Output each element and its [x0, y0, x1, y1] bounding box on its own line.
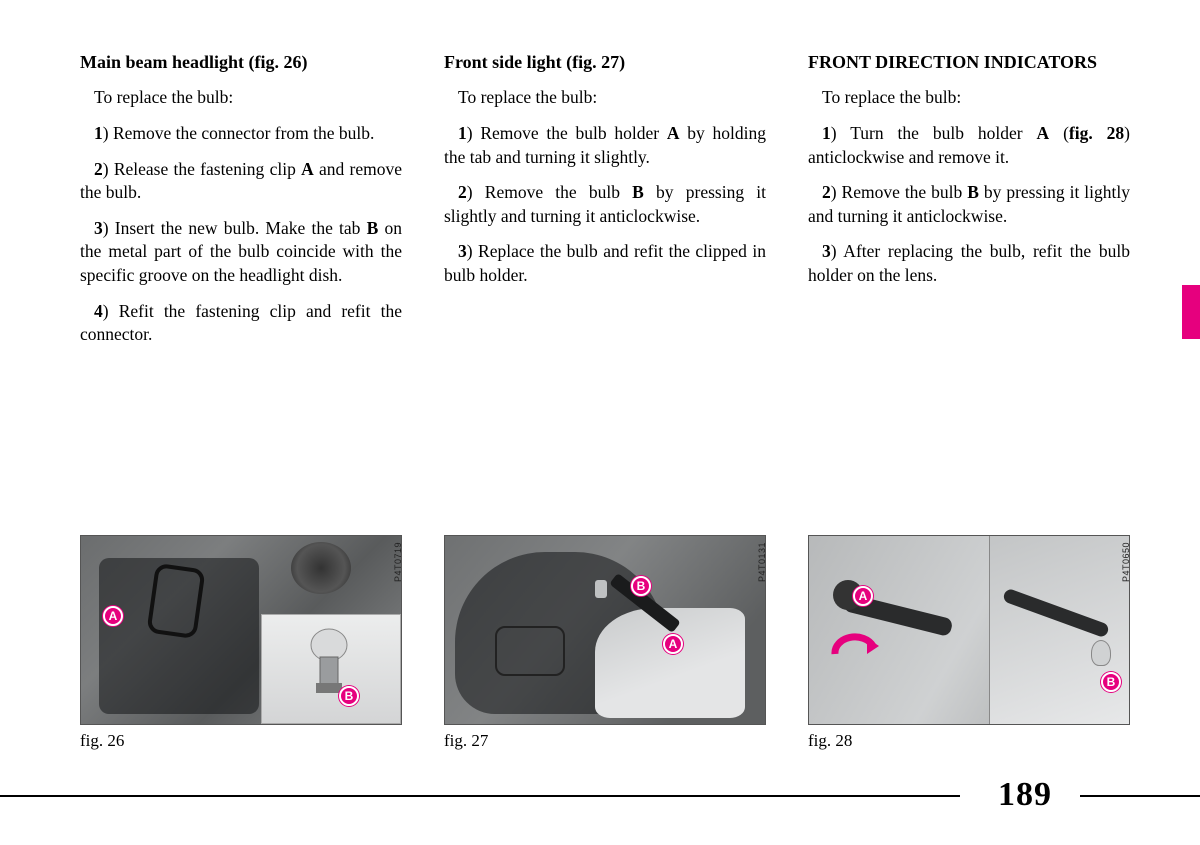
step-num: 3 — [822, 241, 831, 261]
step-text: ) Release the fastening clip — [103, 159, 301, 179]
marker-a: A — [853, 586, 873, 606]
figure-26: A B P4T0719 fig. 26 — [80, 535, 402, 751]
marker-b: B — [631, 576, 651, 596]
step-num: 3 — [458, 241, 467, 261]
marker-b: B — [1101, 672, 1121, 692]
ref-b: B — [967, 182, 979, 202]
page-footer: 189 — [0, 779, 1200, 815]
footer-rule-left — [0, 795, 960, 797]
col2-heading: Front side light (fig. 27) — [444, 50, 766, 74]
step-text: ) Refit the fastening clip and refit the… — [80, 301, 402, 345]
col1-step2: 2) Release the fastening clip A and remo… — [80, 158, 402, 205]
figure-26-code: P4T0719 — [393, 542, 402, 582]
col1-step1: 1) Remove the connector from the bulb. — [80, 122, 402, 146]
step-text: ) Remove the bulb — [467, 182, 632, 202]
col1-step3: 3) Insert the new bulb. Make the tab B o… — [80, 217, 402, 288]
figure-28-caption: fig. 28 — [808, 731, 1130, 751]
step-num: 3 — [94, 218, 103, 238]
step-text: ) Remove the connector from the bulb. — [103, 123, 375, 143]
step-text: ) Remove the bulb — [831, 182, 967, 202]
step-text: ) After replacing the bulb, refit the bu… — [808, 241, 1130, 285]
marker-a: A — [663, 634, 683, 654]
figure-27-image: B A P4T0131 — [444, 535, 766, 725]
figure-27-code: P4T0131 — [757, 542, 766, 582]
col1-step4: 4) Refit the fastening clip and refit th… — [80, 300, 402, 347]
step-text: ) Turn the bulb holder — [831, 123, 1037, 143]
col3-step2: 2) Remove the bulb B by pressing it ligh… — [808, 181, 1130, 228]
column-1: Main beam headlight (fig. 26) To replace… — [80, 50, 402, 359]
step-text: ) Remove the bulb holder — [467, 123, 667, 143]
step-text: ) Replace the bulb and refit the clipped… — [444, 241, 766, 285]
step-num: 2 — [458, 182, 467, 202]
step-num: 1 — [822, 123, 831, 143]
figure-28: A B P4T0650 fig. 28 — [808, 535, 1130, 751]
col1-heading: Main beam headlight (fig. 26) — [80, 50, 402, 74]
page-body: Main beam headlight (fig. 26) To replace… — [0, 0, 1200, 359]
column-2: Front side light (fig. 27) To replace th… — [444, 50, 766, 359]
col3-heading: FRONT DIRECTION INDICATORS — [808, 50, 1130, 74]
figure-row: A B P4T0719 fig. 26 B A P4T0131 fig. 27 — [80, 535, 1130, 751]
marker-a: A — [103, 606, 123, 626]
marker-b: B — [339, 686, 359, 706]
step-text: ) Insert the new bulb. Make the tab — [103, 218, 367, 238]
column-3: FRONT DIRECTION INDICATORS To replace th… — [808, 50, 1130, 359]
col3-step1: 1) Turn the bulb holder A (fig. 28) anti… — [808, 122, 1130, 169]
col2-step2: 2) Remove the bulb B by pressing it slig… — [444, 181, 766, 228]
col1-intro: To replace the bulb: — [80, 86, 402, 110]
ref-a: A — [1037, 123, 1050, 143]
col3-intro: To replace the bulb: — [808, 86, 1130, 110]
figure-26-image: A B P4T0719 — [80, 535, 402, 725]
ref-a: A — [301, 159, 314, 179]
step-num: 1 — [458, 123, 467, 143]
col2-intro: To replace the bulb: — [444, 86, 766, 110]
figure-28-image: A B P4T0650 — [808, 535, 1130, 725]
col2-step3: 3) Replace the bulb and refit the clippe… — [444, 240, 766, 287]
ref-fig: fig. 28 — [1069, 123, 1124, 143]
arrow-icon — [829, 624, 879, 662]
col3-step3: 3) After replacing the bulb, refit the b… — [808, 240, 1130, 287]
step-num: 1 — [94, 123, 103, 143]
ref-a: A — [667, 123, 680, 143]
footer-rule-right — [1080, 795, 1200, 797]
ref-b: B — [632, 182, 644, 202]
col2-step1: 1) Remove the bulb holder A by holding t… — [444, 122, 766, 169]
ref-b: B — [367, 218, 379, 238]
step-text: ( — [1049, 123, 1069, 143]
figure-27: B A P4T0131 fig. 27 — [444, 535, 766, 751]
section-tab — [1182, 285, 1200, 339]
step-num: 2 — [822, 182, 831, 202]
figure-27-caption: fig. 27 — [444, 731, 766, 751]
page-number: 189 — [980, 776, 1070, 814]
step-num: 2 — [94, 159, 103, 179]
figure-26-caption: fig. 26 — [80, 731, 402, 751]
figure-28-code: P4T0650 — [1121, 542, 1130, 582]
step-num: 4 — [94, 301, 103, 321]
